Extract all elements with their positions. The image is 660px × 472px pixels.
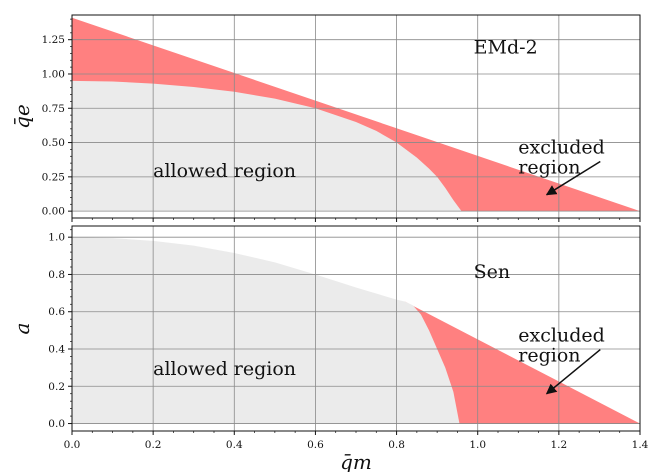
x-tick-label: 0.6 <box>307 439 324 451</box>
x-tick-label: 1.2 <box>551 439 568 451</box>
excluded-region <box>404 301 640 424</box>
panel-top: 0.00 0.25 0.50 0.75 1.00 1.25 q̄e excluded regio… <box>10 14 641 222</box>
y-axis-label: q̄e <box>10 104 34 129</box>
annotation-arrow <box>545 348 601 395</box>
allowed-region <box>72 237 460 424</box>
y-tick-label: 0.8 <box>48 269 65 281</box>
y-axis-label: a <box>10 323 34 335</box>
panel-bottom: 0.0 0.2 0.4 0.6 0.8 1.0 0.0 0.2 0.4 0.6 0.8 1.0 1.2 1… <box>10 225 649 472</box>
excluded-region-label: excluded region <box>518 137 604 179</box>
y-tick-label: 0.6 <box>48 306 65 318</box>
y-tick-label: 0.0 <box>48 418 65 430</box>
allowed-region <box>72 80 462 212</box>
panel-label: EMd-2 <box>474 36 538 58</box>
y-tick-label: 0.75 <box>42 103 65 115</box>
y-tick-label: 1.00 <box>42 68 65 80</box>
x-tick-label: 1.4 <box>632 439 649 451</box>
x-tick-label: 0.8 <box>388 439 405 451</box>
plot-area <box>72 15 640 218</box>
allowed-region-label: allowed region <box>153 358 296 380</box>
x-tick-label: 1.0 <box>469 439 486 451</box>
annotation-arrow <box>545 160 601 196</box>
excluded-region-label: excluded region <box>518 325 604 367</box>
x-tick-label: 0.4 <box>226 439 243 451</box>
y-tick-label: 0.2 <box>48 381 65 393</box>
y-tick-label: 1.25 <box>42 34 65 46</box>
y-tick-label: 0.25 <box>42 171 65 183</box>
y-tick-label: 1.0 <box>48 232 65 244</box>
y-tick-label: 0.4 <box>48 344 65 356</box>
panel-label: Sen <box>474 261 511 283</box>
y-tick-label: 0.00 <box>42 206 65 218</box>
x-tick-label: 0.0 <box>64 439 81 451</box>
plot-area <box>72 226 640 431</box>
x-tick-label: 0.2 <box>145 439 162 451</box>
y-tick-label: 0.50 <box>42 137 65 149</box>
x-axis-label: q̄m <box>340 450 372 472</box>
allowed-region-label: allowed region <box>153 160 296 182</box>
